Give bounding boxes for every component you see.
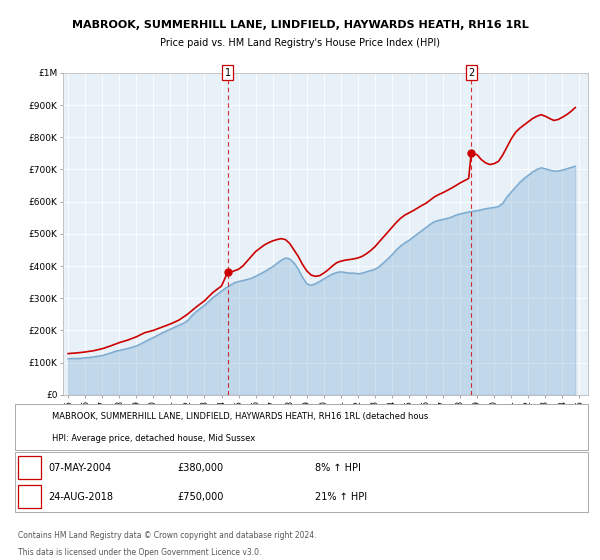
Text: 21% ↑ HPI: 21% ↑ HPI xyxy=(315,492,367,502)
Text: 1: 1 xyxy=(26,463,32,473)
Text: 8% ↑ HPI: 8% ↑ HPI xyxy=(315,463,361,473)
Text: £750,000: £750,000 xyxy=(177,492,223,502)
Text: Contains HM Land Registry data © Crown copyright and database right 2024.: Contains HM Land Registry data © Crown c… xyxy=(18,531,317,540)
Text: HPI: Average price, detached house, Mid Sussex: HPI: Average price, detached house, Mid … xyxy=(52,433,256,443)
Text: MABROOK, SUMMERHILL LANE, LINDFIELD, HAYWARDS HEATH, RH16 1RL (detached hous: MABROOK, SUMMERHILL LANE, LINDFIELD, HAY… xyxy=(52,412,428,421)
Text: 2: 2 xyxy=(26,492,32,502)
Text: £380,000: £380,000 xyxy=(177,463,223,473)
Text: 1: 1 xyxy=(224,68,230,78)
Text: Price paid vs. HM Land Registry's House Price Index (HPI): Price paid vs. HM Land Registry's House … xyxy=(160,38,440,48)
Text: This data is licensed under the Open Government Licence v3.0.: This data is licensed under the Open Gov… xyxy=(18,548,262,557)
Text: MABROOK, SUMMERHILL LANE, LINDFIELD, HAYWARDS HEATH, RH16 1RL: MABROOK, SUMMERHILL LANE, LINDFIELD, HAY… xyxy=(71,20,529,30)
Text: 2: 2 xyxy=(468,68,475,78)
Text: 07-MAY-2004: 07-MAY-2004 xyxy=(48,463,111,473)
Text: 24-AUG-2018: 24-AUG-2018 xyxy=(48,492,113,502)
